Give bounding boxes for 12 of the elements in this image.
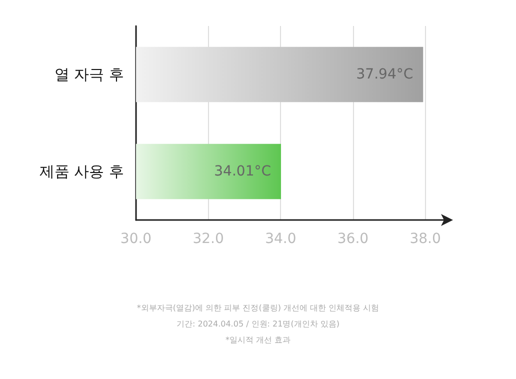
y-tick-label: 열 자극 후 xyxy=(54,66,124,84)
x-tick-label: 38.0 xyxy=(410,231,441,247)
x-tick-label: 30.0 xyxy=(120,231,152,247)
data-label: 37.94°C xyxy=(356,66,414,82)
text: 기간: 2024.04.05 / 인원: 21명(개인차 있음) xyxy=(176,320,340,328)
y-tick-label: 제품 사용 후 xyxy=(39,162,124,180)
x-tick-label: 36.0 xyxy=(337,231,369,247)
x-tick-label: 32.0 xyxy=(192,231,224,247)
text: *일시적 개선 효과 xyxy=(225,336,291,344)
data-label: 34.01°C xyxy=(214,164,272,180)
x-tick-label: 34.0 xyxy=(265,231,296,247)
text: *외부자극(열감)에 의한 피부 진정(쿨링) 개선에 대한 인체적용 시험 xyxy=(136,304,380,312)
